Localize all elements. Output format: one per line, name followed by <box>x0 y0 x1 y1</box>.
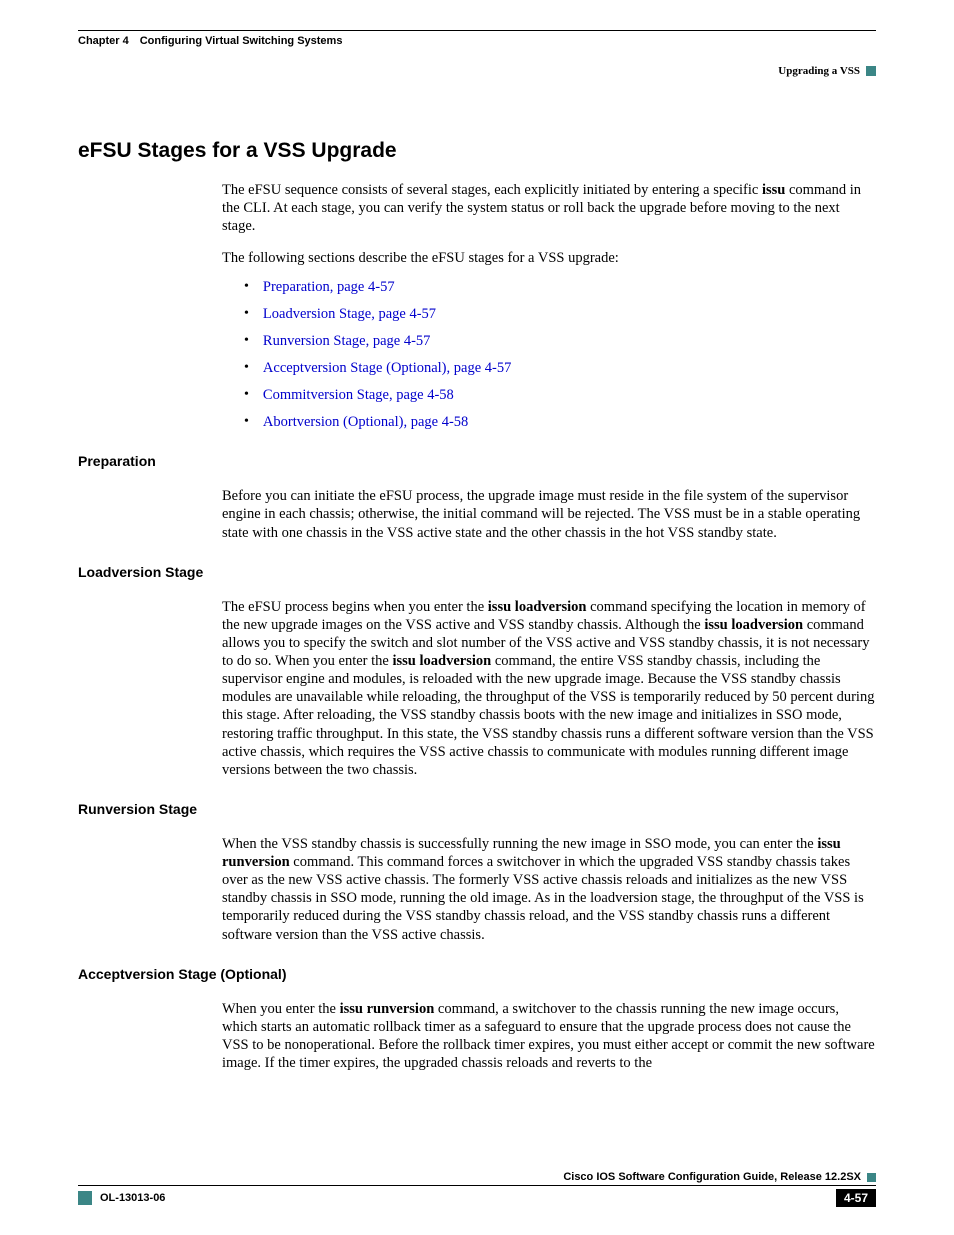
text: When the VSS standby chassis is successf… <box>222 836 817 852</box>
heading-preparation: Preparation <box>78 453 876 469</box>
section-marker-icon <box>866 66 876 76</box>
heading-loadversion: Loadversion Stage <box>78 564 876 580</box>
list-item: • Preparation, page 4-57 <box>244 278 876 296</box>
bullet-icon: • <box>244 305 249 323</box>
intro-paragraph-2: The following sections describe the eFSU… <box>222 249 876 267</box>
link-acceptversion[interactable]: Acceptversion Stage (Optional), page 4-5… <box>263 359 511 377</box>
section-text: Upgrading a VSS <box>778 65 860 77</box>
list-item: • Commitversion Stage, page 4-58 <box>244 386 876 404</box>
command: issu <box>762 182 785 198</box>
page-header: Chapter 4 Configuring Virtual Switching … <box>78 35 876 47</box>
link-loadversion[interactable]: Loadversion Stage, page 4-57 <box>263 305 436 323</box>
text: The eFSU process begins when you enter t… <box>222 599 488 615</box>
heading-acceptversion: Acceptversion Stage (Optional) <box>78 966 876 982</box>
chapter-label: Chapter 4 Configuring Virtual Switching … <box>78 35 342 47</box>
preparation-body: Before you can initiate the eFSU process… <box>222 487 876 541</box>
bullet-icon: • <box>244 332 249 350</box>
runversion-body: When the VSS standby chassis is successf… <box>222 835 876 944</box>
list-item: • Runversion Stage, page 4-57 <box>244 332 876 350</box>
command: issu loadversion <box>488 599 587 615</box>
bullet-icon: • <box>244 278 249 296</box>
text: The eFSU sequence consists of several st… <box>222 182 762 198</box>
doc-number: OL-13013-06 <box>100 1192 165 1204</box>
link-abortversion[interactable]: Abortversion (Optional), page 4-58 <box>263 413 468 431</box>
loadversion-body: The eFSU process begins when you enter t… <box>222 598 876 779</box>
bullet-icon: • <box>244 386 249 404</box>
command: issu runversion <box>340 1001 435 1017</box>
heading-runversion: Runversion Stage <box>78 801 876 817</box>
footer-left-marker-icon <box>78 1191 92 1205</box>
page-title: eFSU Stages for a VSS Upgrade <box>78 139 876 163</box>
link-commitversion[interactable]: Commitversion Stage, page 4-58 <box>263 386 454 404</box>
header-rule <box>78 30 876 31</box>
link-preparation[interactable]: Preparation, page 4-57 <box>263 278 395 296</box>
list-item: • Abortversion (Optional), page 4-58 <box>244 413 876 431</box>
bullet-icon: • <box>244 413 249 431</box>
bullet-icon: • <box>244 359 249 377</box>
list-item: • Loadversion Stage, page 4-57 <box>244 305 876 323</box>
guide-title: Cisco IOS Software Configuration Guide, … <box>563 1171 861 1183</box>
section-label: Upgrading a VSS <box>778 65 876 77</box>
link-runversion[interactable]: Runversion Stage, page 4-57 <box>263 332 431 350</box>
command: issu loadversion <box>704 617 803 633</box>
page-footer: Cisco IOS Software Configuration Guide, … <box>78 1171 876 1207</box>
page-number: 4-57 <box>836 1189 876 1207</box>
intro-paragraph-1: The eFSU sequence consists of several st… <box>222 181 876 235</box>
list-item: • Acceptversion Stage (Optional), page 4-… <box>244 359 876 377</box>
toc-list: • Preparation, page 4-57 • Loadversion Sta… <box>244 278 876 432</box>
text: When you enter the <box>222 1001 340 1017</box>
footer-marker-icon <box>867 1173 876 1182</box>
acceptversion-body: When you enter the issu runversion comma… <box>222 1000 876 1073</box>
footer-rule <box>78 1185 876 1186</box>
text: command. This command forces a switchove… <box>222 854 864 943</box>
text: command, the entire VSS standby chassis,… <box>222 653 874 778</box>
command: issu loadversion <box>392 653 491 669</box>
